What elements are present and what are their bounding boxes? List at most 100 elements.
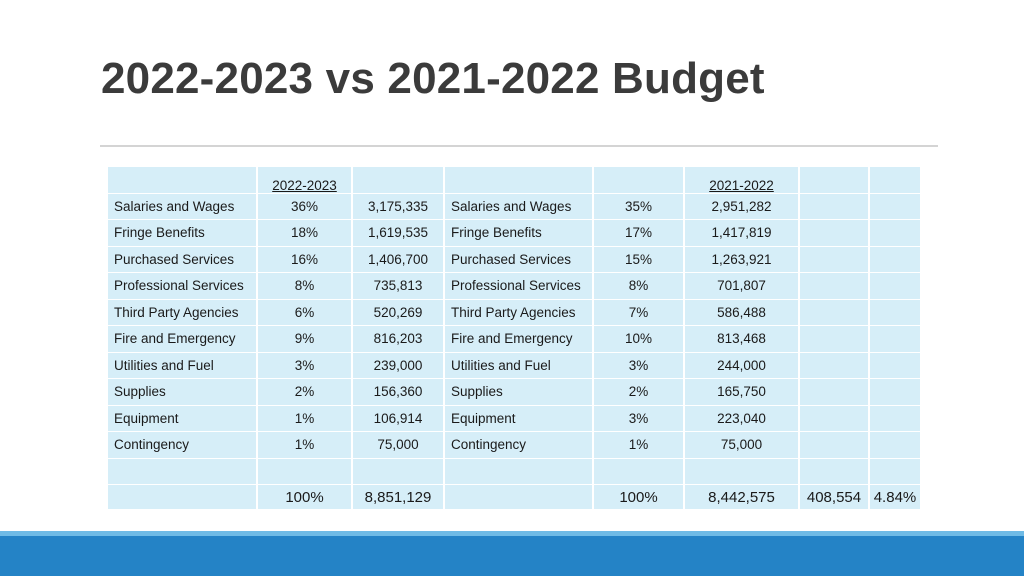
pct-2122-cell: 8% [594, 273, 683, 299]
empty-cell [870, 246, 920, 272]
empty-cell [258, 458, 351, 484]
empty-cell [870, 379, 920, 405]
amt-2223-cell: 735,813 [353, 273, 443, 299]
amt-2122-cell: 1,263,921 [685, 246, 798, 272]
empty-cell [800, 379, 868, 405]
amt-2122-cell: 223,040 [685, 405, 798, 431]
label-prior-cell: Professional Services [445, 273, 592, 299]
amt-2223-cell: 239,000 [353, 352, 443, 378]
label-prior-cell: Fire and Emergency [445, 326, 592, 352]
empty-cell [353, 458, 443, 484]
budget-table: 2022-2023 2021-2022 Salaries and Wages 36… [106, 166, 922, 510]
header-cell-empty [594, 167, 683, 193]
total-percent-change: 4.84% [870, 485, 920, 509]
pct-2122-cell: 3% [594, 352, 683, 378]
pct-2223-cell: 36% [258, 193, 351, 219]
pct-2223-cell: 1% [258, 405, 351, 431]
pct-2122-cell: 17% [594, 220, 683, 246]
table-row: Purchased Services 16% 1,406,700 Purchased … [108, 246, 920, 272]
label-prior-cell: Contingency [445, 432, 592, 458]
label-cell: Professional Services [108, 273, 256, 299]
pct-2223-cell: 1% [258, 432, 351, 458]
table-row: Professional Services 8% 735,813 Profession… [108, 273, 920, 299]
amt-2122-cell: 244,000 [685, 352, 798, 378]
label-prior-cell: Third Party Agencies [445, 299, 592, 325]
empty-cell [594, 458, 683, 484]
total-empty-cell [445, 485, 592, 509]
label-prior-cell: Purchased Services [445, 246, 592, 272]
header-cell-empty [800, 167, 868, 193]
pct-2223-cell: 16% [258, 246, 351, 272]
label-prior-cell: Salaries and Wages [445, 193, 592, 219]
empty-cell [870, 458, 920, 484]
header-year-prior: 2021-2022 [685, 167, 798, 193]
empty-cell [870, 352, 920, 378]
pct-2223-cell: 6% [258, 299, 351, 325]
pct-2122-cell: 1% [594, 432, 683, 458]
pct-2223-cell: 2% [258, 379, 351, 405]
header-year-current: 2022-2023 [258, 167, 351, 193]
empty-cell [800, 246, 868, 272]
table-row: Third Party Agencies 6% 520,269 Third Party… [108, 299, 920, 325]
footer-accent-stripe [0, 531, 1024, 536]
label-prior-cell: Utilities and Fuel [445, 352, 592, 378]
table-row: Contingency 1% 75,000 Contingency 1% 75,000 [108, 432, 920, 458]
amt-2223-cell: 75,000 [353, 432, 443, 458]
pct-2223-cell: 9% [258, 326, 351, 352]
amt-2223-cell: 156,360 [353, 379, 443, 405]
amt-2122-cell: 2,951,282 [685, 193, 798, 219]
spacer-row [108, 458, 920, 484]
empty-cell [445, 458, 592, 484]
total-empty-cell [108, 485, 256, 509]
table-row: Fire and Emergency 9% 816,203 Fire and Emer… [108, 326, 920, 352]
label-cell: Contingency [108, 432, 256, 458]
pct-2223-cell: 3% [258, 352, 351, 378]
empty-cell [870, 326, 920, 352]
pct-2122-cell: 15% [594, 246, 683, 272]
table-row: Equipment 1% 106,914 Equipment 3% 223,040 [108, 405, 920, 431]
amt-2122-cell: 701,807 [685, 273, 798, 299]
empty-cell [870, 405, 920, 431]
totals-row: 100% 8,851,129 100% 8,442,575 408,554 4.84% [108, 485, 920, 509]
amt-2223-cell: 1,619,535 [353, 220, 443, 246]
amt-2122-cell: 1,417,819 [685, 220, 798, 246]
amt-2122-cell: 813,468 [685, 326, 798, 352]
pct-2122-cell: 10% [594, 326, 683, 352]
label-cell: Supplies [108, 379, 256, 405]
label-prior-cell: Supplies [445, 379, 592, 405]
pct-2223-cell: 18% [258, 220, 351, 246]
total-amt-2122: 8,442,575 [685, 485, 798, 509]
header-row: 2022-2023 2021-2022 [108, 167, 920, 193]
table-row: Salaries and Wages 36% 3,175,335 Salaries a… [108, 193, 920, 219]
label-cell: Purchased Services [108, 246, 256, 272]
empty-cell [800, 273, 868, 299]
empty-cell [800, 299, 868, 325]
empty-cell [685, 458, 798, 484]
empty-cell [870, 273, 920, 299]
amt-2122-cell: 586,488 [685, 299, 798, 325]
empty-cell [800, 220, 868, 246]
amt-2122-cell: 165,750 [685, 379, 798, 405]
empty-cell [800, 352, 868, 378]
header-cell-empty [445, 167, 592, 193]
pct-2122-cell: 7% [594, 299, 683, 325]
amt-2223-cell: 520,269 [353, 299, 443, 325]
amt-2223-cell: 816,203 [353, 326, 443, 352]
table-row: Utilities and Fuel 3% 239,000 Utilities and… [108, 352, 920, 378]
amt-2122-cell: 75,000 [685, 432, 798, 458]
amt-2223-cell: 3,175,335 [353, 193, 443, 219]
empty-cell [800, 458, 868, 484]
total-pct-2223: 100% [258, 485, 351, 509]
footer-bar [0, 536, 1024, 576]
pct-2122-cell: 3% [594, 405, 683, 431]
label-cell: Utilities and Fuel [108, 352, 256, 378]
empty-cell [800, 326, 868, 352]
header-cell-empty [353, 167, 443, 193]
amt-2223-cell: 1,406,700 [353, 246, 443, 272]
empty-cell [870, 220, 920, 246]
total-pct-2122: 100% [594, 485, 683, 509]
label-prior-cell: Fringe Benefits [445, 220, 592, 246]
pct-2223-cell: 8% [258, 273, 351, 299]
pct-2122-cell: 35% [594, 193, 683, 219]
label-prior-cell: Equipment [445, 405, 592, 431]
